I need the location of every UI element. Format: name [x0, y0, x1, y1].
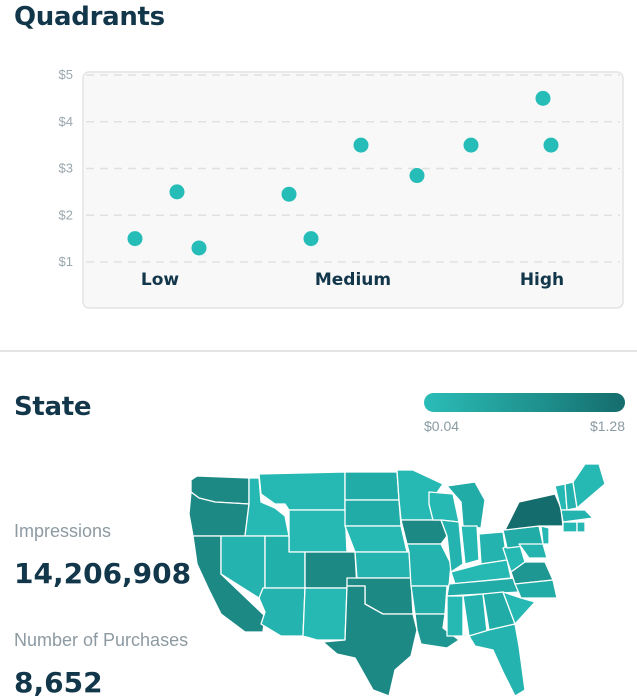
state-ny[interactable]	[504, 493, 564, 531]
legend-max-label: $1.28	[589, 418, 625, 434]
state-tx[interactable]	[322, 585, 418, 697]
data-point[interactable]	[169, 184, 185, 200]
state-az[interactable]	[258, 587, 306, 637]
data-point[interactable]	[191, 240, 207, 256]
us-state-choropleth-map	[188, 464, 606, 697]
data-point[interactable]	[303, 231, 319, 247]
data-point[interactable]	[353, 137, 369, 153]
state-il[interactable]	[440, 519, 464, 573]
data-point[interactable]	[543, 137, 559, 153]
data-point[interactable]	[463, 137, 479, 153]
impressions-label: Impressions	[14, 521, 112, 541]
impressions-value: 14,206,908	[14, 557, 192, 590]
state-mt[interactable]	[258, 471, 346, 511]
section-divider	[0, 350, 637, 352]
state-va[interactable]	[510, 561, 554, 585]
category-label: Low	[141, 270, 180, 290]
state-ky[interactable]	[450, 559, 512, 585]
state-ne[interactable]	[344, 525, 408, 553]
purchases-label: Number of Purchases	[14, 630, 189, 650]
plot-area	[82, 71, 624, 309]
state-la[interactable]	[414, 613, 460, 649]
state-wy[interactable]	[288, 509, 348, 553]
state-ct[interactable]	[562, 521, 578, 533]
state-ms[interactable]	[446, 595, 464, 637]
state-ks[interactable]	[354, 551, 412, 579]
category-label: Medium	[315, 270, 391, 290]
state-fl[interactable]	[468, 623, 526, 697]
state-title: State	[14, 392, 92, 422]
quadrants-chart: $1 $2 $3 $4 $5 Low Medium High	[59, 67, 624, 309]
state-sd[interactable]	[344, 499, 402, 527]
data-point[interactable]	[535, 90, 551, 106]
state-mo[interactable]	[406, 543, 452, 587]
state-nm[interactable]	[302, 587, 348, 641]
y-tick-label: $5	[59, 67, 73, 82]
y-tick-label: $3	[59, 161, 73, 176]
y-tick-label: $2	[59, 207, 73, 222]
color-legend-bar	[424, 393, 625, 412]
state-nd[interactable]	[344, 471, 400, 501]
state-in[interactable]	[460, 525, 480, 565]
y-tick-label: $4	[59, 114, 73, 129]
state-wi[interactable]	[428, 491, 460, 523]
state-ma[interactable]	[560, 509, 594, 523]
state-md[interactable]	[518, 543, 548, 559]
quadrants-title: Quadrants	[14, 2, 165, 32]
state-mi[interactable]	[446, 481, 486, 529]
purchases-value: 8,652	[14, 666, 103, 699]
data-point[interactable]	[127, 231, 143, 247]
state-nc[interactable]	[514, 579, 558, 599]
state-nj[interactable]	[540, 525, 550, 545]
state-me[interactable]	[572, 464, 606, 509]
category-label: High	[520, 270, 564, 290]
data-point[interactable]	[409, 168, 425, 184]
state-ar[interactable]	[410, 585, 448, 615]
state-ri[interactable]	[576, 521, 586, 533]
legend-min-label: $0.04	[424, 418, 460, 434]
state-sc[interactable]	[502, 591, 536, 625]
state-ia[interactable]	[400, 519, 448, 545]
y-tick-label: $1	[59, 254, 73, 269]
data-point[interactable]	[281, 186, 297, 202]
